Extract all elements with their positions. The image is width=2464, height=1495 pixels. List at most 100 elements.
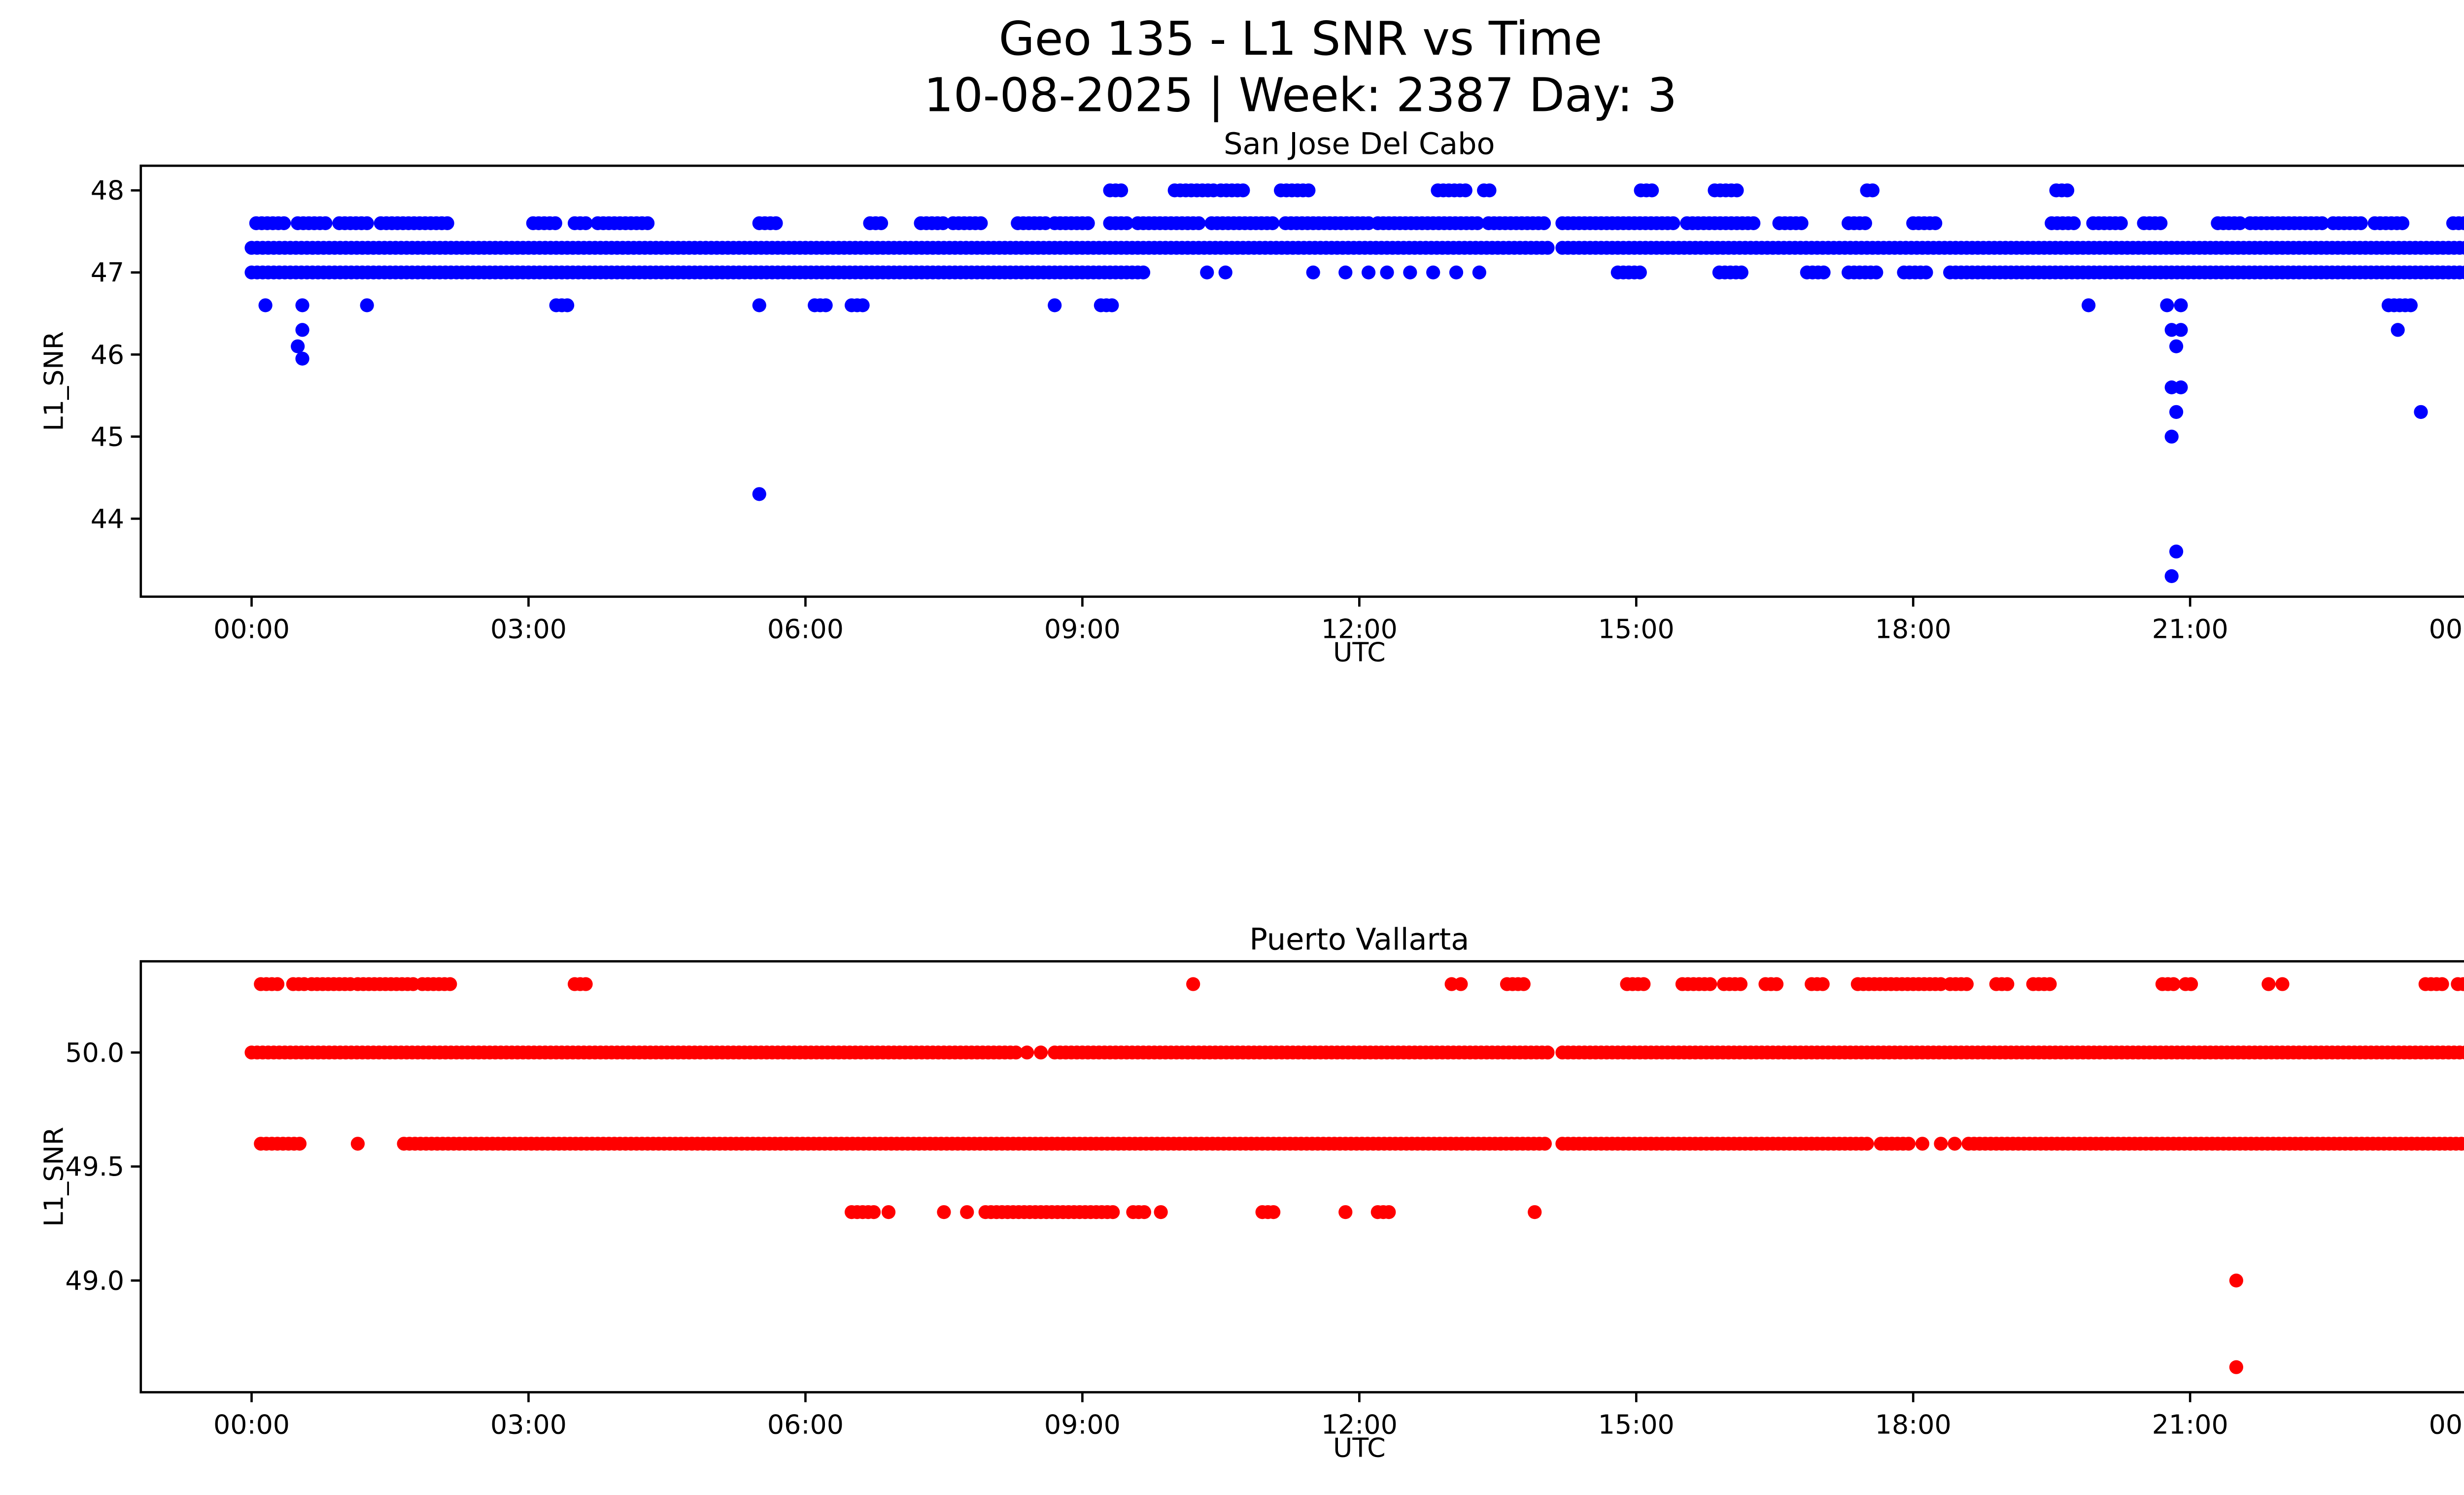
data-point <box>1449 265 1464 279</box>
data-point <box>1769 977 1784 991</box>
data-point <box>2160 298 2174 313</box>
x-tick-label: 15:00 <box>1598 614 1675 645</box>
data-point <box>1426 265 1440 279</box>
data-point <box>2395 216 2410 230</box>
x-tick-label: 09:00 <box>1044 614 1121 645</box>
data-point <box>866 1205 881 1219</box>
y-tick-label: 47 <box>91 257 124 288</box>
data-point <box>1009 1045 1023 1060</box>
data-point <box>2458 241 2464 255</box>
data-point <box>1266 216 1280 230</box>
y-tick-label: 50.0 <box>65 1037 124 1068</box>
data-point <box>1136 265 1151 279</box>
x-tick-label: 00:00 <box>2429 1409 2464 1440</box>
data-point <box>258 298 273 313</box>
data-point <box>2060 183 2075 198</box>
data-point <box>1120 216 1134 230</box>
x-axis-label: UTC <box>1333 1432 1386 1463</box>
data-point <box>1858 216 1872 230</box>
data-point <box>1915 1137 1930 1151</box>
data-point <box>1703 977 1717 991</box>
data-point <box>295 298 309 313</box>
data-point <box>443 977 457 991</box>
data-point <box>1454 977 1468 991</box>
y-tick-label: 45 <box>91 421 124 452</box>
data-point <box>1033 1045 1048 1060</box>
data-point <box>1403 265 1417 279</box>
data-point <box>1154 1205 1168 1219</box>
data-point <box>2114 216 2128 230</box>
data-point <box>2043 977 2057 991</box>
x-tick-label: 21:00 <box>2152 614 2228 645</box>
x-tick-label: 18:00 <box>1875 614 1951 645</box>
data-point <box>295 351 309 366</box>
y-tick-label: 46 <box>91 339 124 370</box>
data-point <box>1338 1205 1353 1219</box>
x-tick-label: 18:00 <box>1875 1409 1951 1440</box>
data-point <box>360 298 374 313</box>
data-point <box>1306 265 1320 279</box>
x-tick-label: 09:00 <box>1044 1409 1121 1440</box>
data-point <box>1106 1205 1120 1219</box>
data-point <box>1959 977 1974 991</box>
data-point <box>974 216 988 230</box>
data-point <box>440 216 454 230</box>
x-axis-label: UTC <box>1333 637 1386 668</box>
data-point <box>819 298 833 313</box>
data-point <box>2460 1137 2464 1150</box>
data-point <box>579 216 593 230</box>
data-point <box>752 298 766 313</box>
data-point <box>1482 183 1497 198</box>
axes-title: San Jose Del Cabo <box>1224 127 1495 162</box>
data-point <box>2169 339 2184 353</box>
figure-title-line2: 10-08-2025 | Week: 2387 Day: 3 <box>924 68 1677 123</box>
data-point <box>2261 977 2276 991</box>
data-point <box>769 216 783 230</box>
data-point <box>1734 265 1748 279</box>
data-point <box>1380 265 1394 279</box>
data-point <box>752 487 766 501</box>
data-point <box>874 216 889 230</box>
data-point <box>2174 323 2188 337</box>
data-point <box>1338 265 1353 279</box>
data-point <box>856 298 870 313</box>
data-point <box>937 1205 951 1219</box>
data-point <box>560 298 575 313</box>
data-point <box>2229 1273 2243 1287</box>
y-axis-label: L1_SNR <box>38 331 69 431</box>
data-point <box>1733 977 1748 991</box>
y-tick-label: 44 <box>91 503 124 534</box>
x-tick-label: 12:00 <box>1321 1409 1398 1440</box>
data-point <box>360 216 374 230</box>
data-point <box>1865 183 1880 198</box>
axes-title: Puerto Vallarta <box>1249 923 1469 957</box>
data-point <box>292 1137 307 1151</box>
axes-box <box>139 960 2464 1393</box>
data-point <box>2184 977 2198 991</box>
data-point <box>1048 298 1062 313</box>
data-point <box>2154 216 2168 230</box>
data-point <box>1236 183 1250 198</box>
y-tick-label: 49.0 <box>65 1265 124 1296</box>
data-point <box>1458 183 1472 198</box>
data-point <box>881 1205 896 1219</box>
data-point <box>1301 183 1316 198</box>
data-point <box>1137 1205 1152 1219</box>
x-tick-label: 00:00 <box>213 1409 290 1440</box>
data-point <box>1382 1205 1396 1219</box>
data-point <box>2315 216 2329 230</box>
data-point <box>2458 265 2464 279</box>
x-tick-label: 12:00 <box>1321 614 1398 645</box>
data-point <box>2457 216 2464 230</box>
data-point <box>318 216 333 230</box>
data-point <box>1105 298 1119 313</box>
data-point <box>2229 1360 2243 1374</box>
x-tick-label: 06:00 <box>767 614 844 645</box>
data-point <box>1114 183 1129 198</box>
data-point <box>2164 429 2179 444</box>
figure-title-line1: Geo 135 - L1 SNR vs Time <box>998 11 1603 67</box>
data-point <box>1928 216 1943 230</box>
data-point <box>2000 977 2015 991</box>
